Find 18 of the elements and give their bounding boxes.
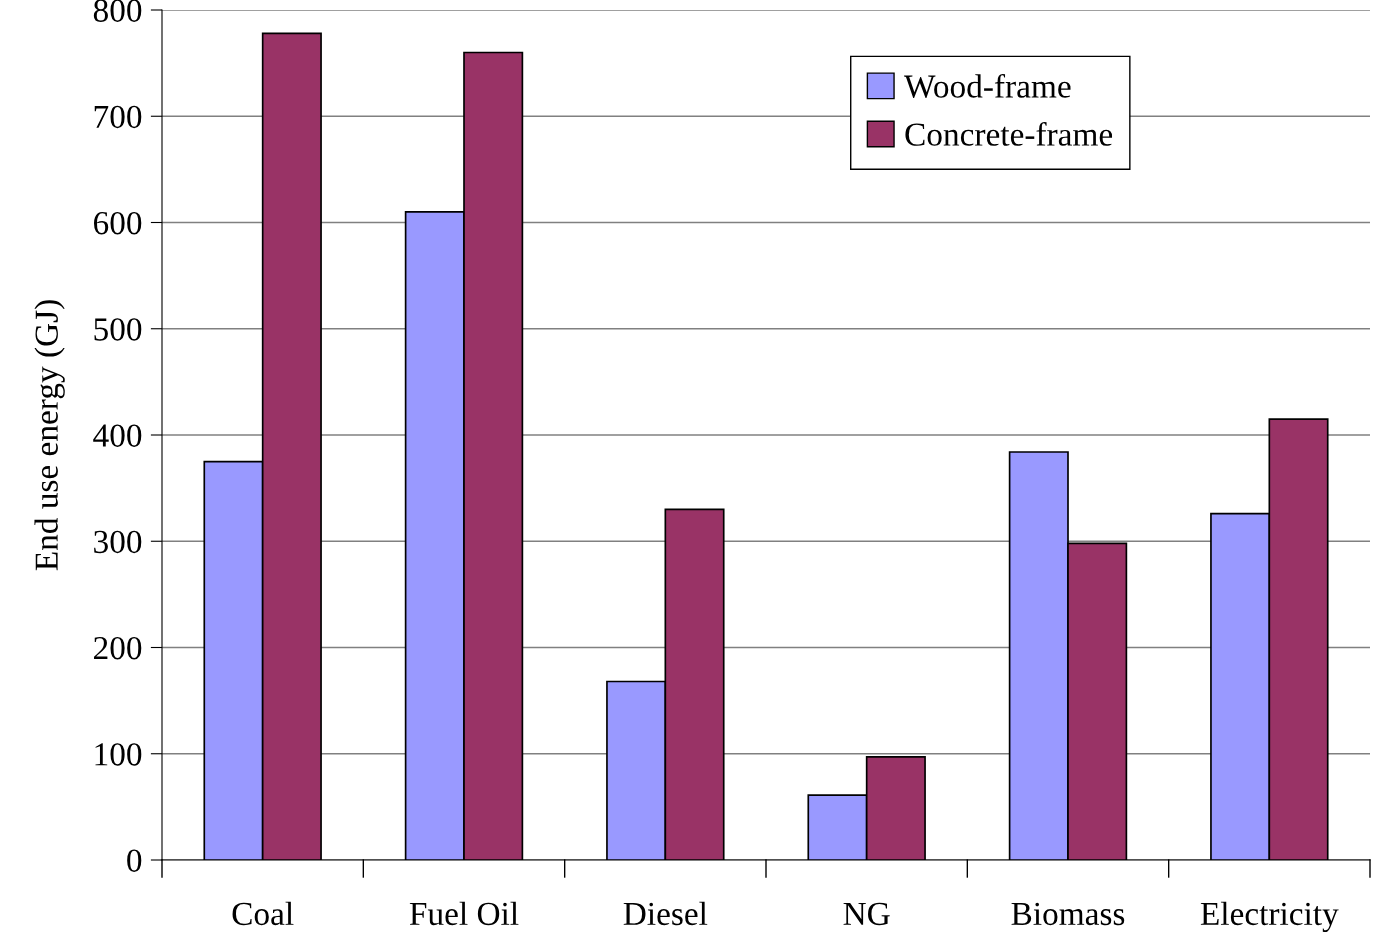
y-tick-label: 400	[93, 424, 142, 447]
y-tick-label: 300	[94, 530, 142, 554]
y-tick-label: 500	[94, 318, 142, 341]
y-tick-label: 0	[127, 849, 142, 872]
x-tick-label: Fuel Oil	[409, 901, 519, 926]
legend-label: Wood-frame	[904, 73, 1071, 98]
legend-label: Concrete-frame	[905, 122, 1113, 146]
y-tick-label: 800	[93, 0, 142, 22]
y-tick-label: 600	[93, 211, 142, 235]
x-tick-label: Biomass	[1011, 902, 1125, 926]
x-tick-label: NG	[843, 902, 890, 926]
y-axis-title: End use energy (GJ)	[34, 300, 65, 571]
x-tick-label: Coal	[232, 901, 294, 926]
x-tick-label: Electricity	[1200, 901, 1339, 932]
y-tick-label: 200	[94, 636, 142, 660]
x-tick-label: Diesel	[623, 901, 708, 926]
y-tick-label: 700	[94, 105, 142, 129]
y-tick-label: 100	[95, 743, 142, 766]
